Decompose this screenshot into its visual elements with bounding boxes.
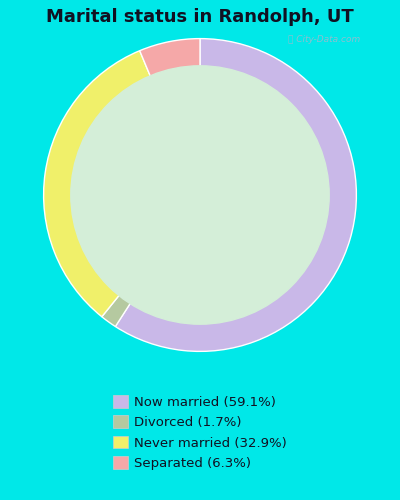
Text: ⓘ City-Data.com: ⓘ City-Data.com [288, 35, 360, 44]
Text: Marital status in Randolph, UT: Marital status in Randolph, UT [46, 8, 354, 26]
Circle shape [103, 98, 297, 292]
Wedge shape [140, 38, 200, 98]
Wedge shape [44, 50, 160, 317]
Wedge shape [102, 276, 143, 326]
Wedge shape [115, 38, 356, 352]
Legend: Now married (59.1%), Divorced (1.7%), Never married (32.9%), Separated (6.3%): Now married (59.1%), Divorced (1.7%), Ne… [108, 390, 292, 476]
Circle shape [71, 66, 329, 324]
